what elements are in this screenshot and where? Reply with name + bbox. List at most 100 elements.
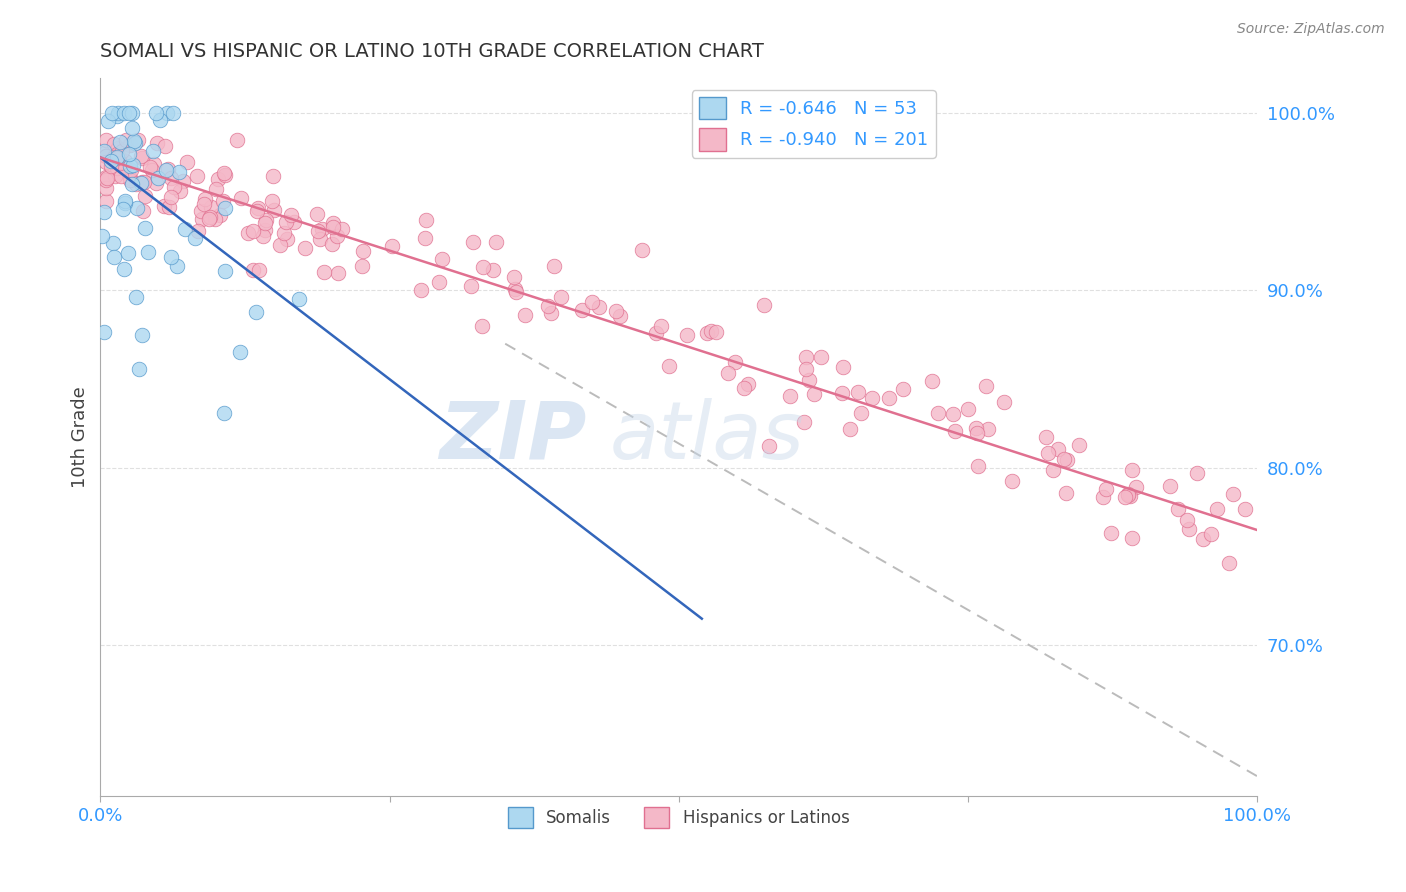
Point xyxy=(118,138,141,153)
Point xyxy=(1218,556,1240,570)
Point xyxy=(877,392,900,406)
Point xyxy=(121,121,143,136)
Point xyxy=(460,278,482,293)
Point xyxy=(352,244,374,259)
Point xyxy=(481,262,503,277)
Point xyxy=(120,163,142,178)
Point xyxy=(427,275,450,289)
Point xyxy=(630,244,652,258)
Point xyxy=(537,299,560,313)
Point xyxy=(111,202,134,216)
Point xyxy=(176,155,198,169)
Text: SOMALI VS HISPANIC OR LATINO 10TH GRADE CORRELATION CHART: SOMALI VS HISPANIC OR LATINO 10TH GRADE … xyxy=(100,42,765,61)
Point xyxy=(967,459,990,474)
Point xyxy=(432,252,454,267)
Point xyxy=(309,232,332,246)
Point xyxy=(157,161,180,176)
Point xyxy=(96,145,118,159)
Point xyxy=(1067,438,1090,452)
Point xyxy=(733,381,755,395)
Point xyxy=(120,137,142,152)
Point xyxy=(803,386,825,401)
Point xyxy=(273,226,295,240)
Point xyxy=(831,359,853,374)
Legend: Somalis, Hispanics or Latinos: Somalis, Hispanics or Latinos xyxy=(501,801,856,834)
Point xyxy=(1175,513,1198,527)
Point xyxy=(1114,491,1136,505)
Point xyxy=(120,159,142,173)
Point xyxy=(276,232,298,246)
Point xyxy=(214,168,236,182)
Point xyxy=(966,425,988,440)
Point xyxy=(1233,501,1256,516)
Point xyxy=(543,259,565,273)
Point xyxy=(122,159,145,173)
Point xyxy=(737,376,759,391)
Point xyxy=(120,170,142,185)
Point xyxy=(184,231,207,245)
Point xyxy=(103,250,125,264)
Point xyxy=(134,175,156,189)
Point xyxy=(121,178,143,192)
Point xyxy=(1125,480,1147,494)
Point xyxy=(658,359,681,373)
Point xyxy=(107,154,129,169)
Point xyxy=(831,385,853,400)
Point xyxy=(103,137,125,152)
Point xyxy=(571,302,593,317)
Point xyxy=(471,319,494,334)
Point xyxy=(246,204,269,219)
Point xyxy=(322,215,344,229)
Point xyxy=(254,213,277,227)
Point xyxy=(124,136,146,151)
Point xyxy=(977,422,1000,436)
Point xyxy=(186,169,208,183)
Point xyxy=(100,154,122,169)
Point xyxy=(269,237,291,252)
Point xyxy=(609,309,631,323)
Point xyxy=(974,379,997,393)
Point xyxy=(127,133,149,147)
Point xyxy=(242,263,264,277)
Point xyxy=(700,325,723,339)
Point xyxy=(1099,526,1122,541)
Point xyxy=(540,306,562,320)
Point xyxy=(236,226,259,240)
Point xyxy=(204,211,226,226)
Point xyxy=(131,151,153,165)
Point xyxy=(190,212,212,227)
Point xyxy=(307,224,329,238)
Point xyxy=(121,106,143,120)
Point xyxy=(471,260,494,274)
Point xyxy=(724,355,747,369)
Point xyxy=(312,265,335,279)
Point xyxy=(503,282,526,296)
Point xyxy=(253,223,276,237)
Point xyxy=(283,215,305,229)
Point xyxy=(675,328,697,343)
Point xyxy=(276,215,298,229)
Point xyxy=(1095,483,1118,497)
Point xyxy=(105,151,128,165)
Point xyxy=(90,229,112,244)
Point xyxy=(128,361,150,376)
Point xyxy=(114,194,136,209)
Point xyxy=(101,153,124,167)
Point xyxy=(758,439,780,453)
Point xyxy=(505,285,527,300)
Point xyxy=(204,181,226,195)
Point xyxy=(146,136,169,150)
Point xyxy=(294,241,316,255)
Point xyxy=(793,415,815,429)
Point xyxy=(209,208,232,222)
Point xyxy=(942,407,965,421)
Point xyxy=(1042,463,1064,477)
Point xyxy=(107,147,129,161)
Point xyxy=(142,144,165,158)
Point xyxy=(172,174,194,188)
Point xyxy=(143,157,166,171)
Point xyxy=(94,149,117,163)
Point xyxy=(993,394,1015,409)
Point xyxy=(141,162,163,177)
Point xyxy=(108,155,131,169)
